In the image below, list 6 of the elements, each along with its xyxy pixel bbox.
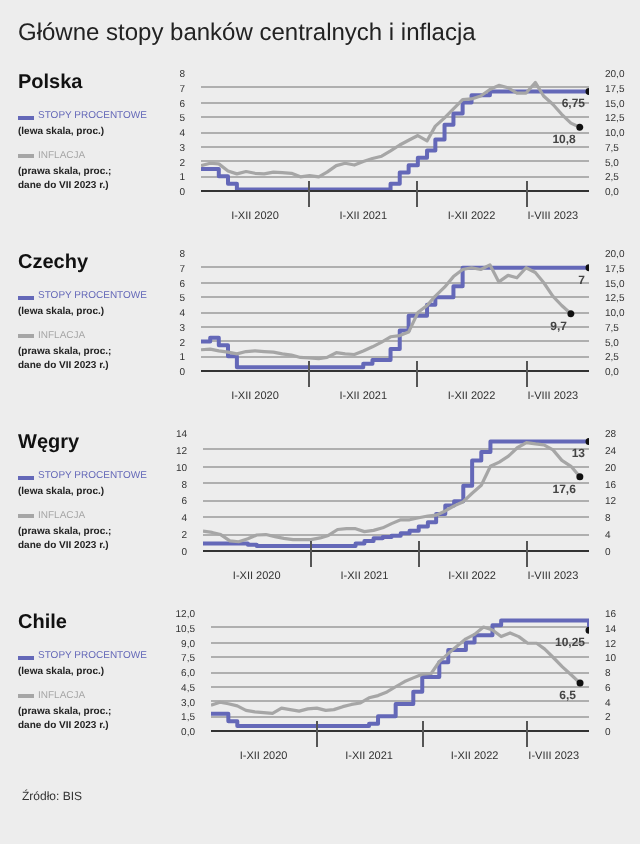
line-series xyxy=(211,625,584,715)
text: Chile xyxy=(18,610,69,638)
chart-title: Węgry xyxy=(18,430,82,458)
text: Główne stopy banków centralnych i inflacja xyxy=(16,16,476,50)
chart-title: Czechy xyxy=(18,250,91,278)
chart-title: Polska xyxy=(18,70,85,98)
